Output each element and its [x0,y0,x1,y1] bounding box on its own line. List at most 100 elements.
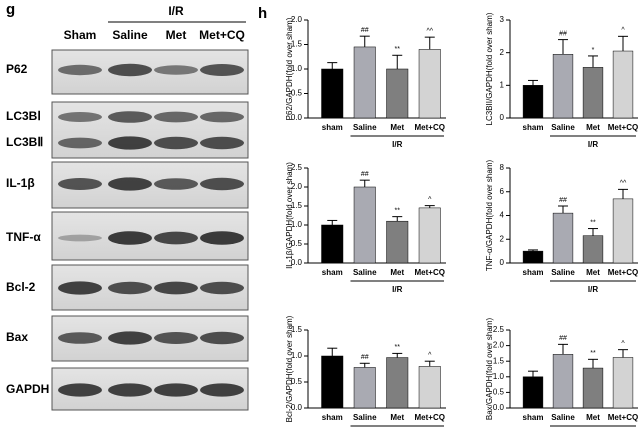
y-tick-label: 6 [500,187,505,196]
bar [612,50,634,119]
y-tick-label: 2 [500,234,505,243]
bar [612,198,634,264]
blot-band [200,281,244,295]
y-tick-label: 1.0 [291,64,303,73]
blot-band [58,234,102,242]
x-tick-label: sham [523,413,544,422]
blot-band [58,64,102,76]
bar [612,357,634,409]
lane-label: Saline [112,28,148,42]
x-tick-label: Saline [353,123,377,132]
y-tick-label: 0.0 [291,113,303,122]
y-tick-label: 0.0 [291,403,303,412]
y-tick-label: 1.5 [493,356,505,365]
blot-band [200,231,244,245]
blot-band [154,383,198,397]
bar [582,67,604,119]
row-label: Bax [6,330,28,344]
bar [552,54,574,119]
blot-band [58,281,102,295]
blot-band [58,112,102,122]
blot-band [58,178,102,190]
significance-label: ** [395,46,401,53]
blot-band [154,65,198,75]
y-tick-label: 0 [500,258,505,267]
blot-band [154,136,198,150]
bar [321,224,344,264]
blot-band [108,177,152,191]
blot-band [58,383,102,397]
blot-band [200,177,244,191]
bar [418,207,441,264]
x-tick-label: Met+CQ [608,268,638,277]
y-tick-label: 1.0 [493,372,505,381]
bar [522,250,544,264]
y-axis-label: TNF-α/GAPDH(fold over sham) [485,160,494,272]
blot-band [108,331,152,345]
group-label: I/R [392,140,402,149]
bar [552,212,574,264]
significance-label: ** [395,207,401,214]
blot-band [200,331,244,345]
y-tick-label: 0.5 [493,388,505,397]
blot-band [200,64,244,76]
bar [522,85,544,119]
blot-band [154,281,198,295]
blot-box [51,101,249,159]
row-label: LC3BⅠ [6,109,41,123]
y-tick-label: 1.5 [291,325,303,334]
bar [353,186,376,264]
row-label: IL-1β [6,176,35,190]
blot-band [154,231,198,245]
significance-label: ^ [621,340,625,347]
significance-label: ^ [621,27,625,34]
significance-label: ## [559,335,567,342]
significance-label: ## [559,197,567,204]
x-tick-label: Saline [551,413,575,422]
significance-label: ^^ [426,28,433,35]
y-tick-label: 8 [500,163,505,172]
bar [418,49,441,119]
x-tick-label: sham [322,268,343,277]
row-label: LC3BⅡ [6,135,43,149]
y-axis-label: Bcl-2/GAPDH(fold over sham) [285,315,294,422]
y-tick-label: 0.0 [291,258,303,267]
x-tick-label: Met [586,123,600,132]
y-tick-label: 0.5 [291,239,303,248]
y-tick-label: 1.5 [291,201,303,210]
group-label: I/R [588,285,598,294]
significance-label: ## [361,27,369,34]
bar [522,376,544,409]
blot-band [108,231,152,245]
y-tick-label: 3 [500,15,505,24]
blot-band [108,111,152,123]
lane-label: Sham [64,28,97,42]
blot-band [108,63,152,77]
y-tick-label: 0.0 [493,403,505,412]
lane-label: Met+CQ [199,28,245,42]
x-tick-label: Met+CQ [608,123,638,132]
y-axis-label: Bax/GAPDH(fold over sham) [485,318,494,421]
bar [386,68,409,119]
significance-label: ^ [428,352,432,359]
bar [353,46,376,119]
group-label: I/R [168,4,184,18]
group-label: I/R [392,285,402,294]
significance-label: ** [395,344,401,351]
x-tick-label: sham [523,268,544,277]
y-tick-label: 2.5 [493,325,505,334]
y-tick-label: 2.0 [493,341,505,350]
bar [582,367,604,409]
significance-label: ** [590,350,596,357]
y-tick-label: 1.0 [291,220,303,229]
row-label: GAPDH [6,382,49,396]
significance-label: * [592,47,595,54]
x-tick-label: Met [586,268,600,277]
y-tick-label: 0 [500,113,505,122]
significance-label: ^^ [620,180,627,187]
x-tick-label: Met+CQ [415,123,445,132]
y-axis-label: P62/GAPDH(fold over sham) [285,17,294,120]
bar [321,355,344,409]
significance-label: ## [559,30,567,37]
